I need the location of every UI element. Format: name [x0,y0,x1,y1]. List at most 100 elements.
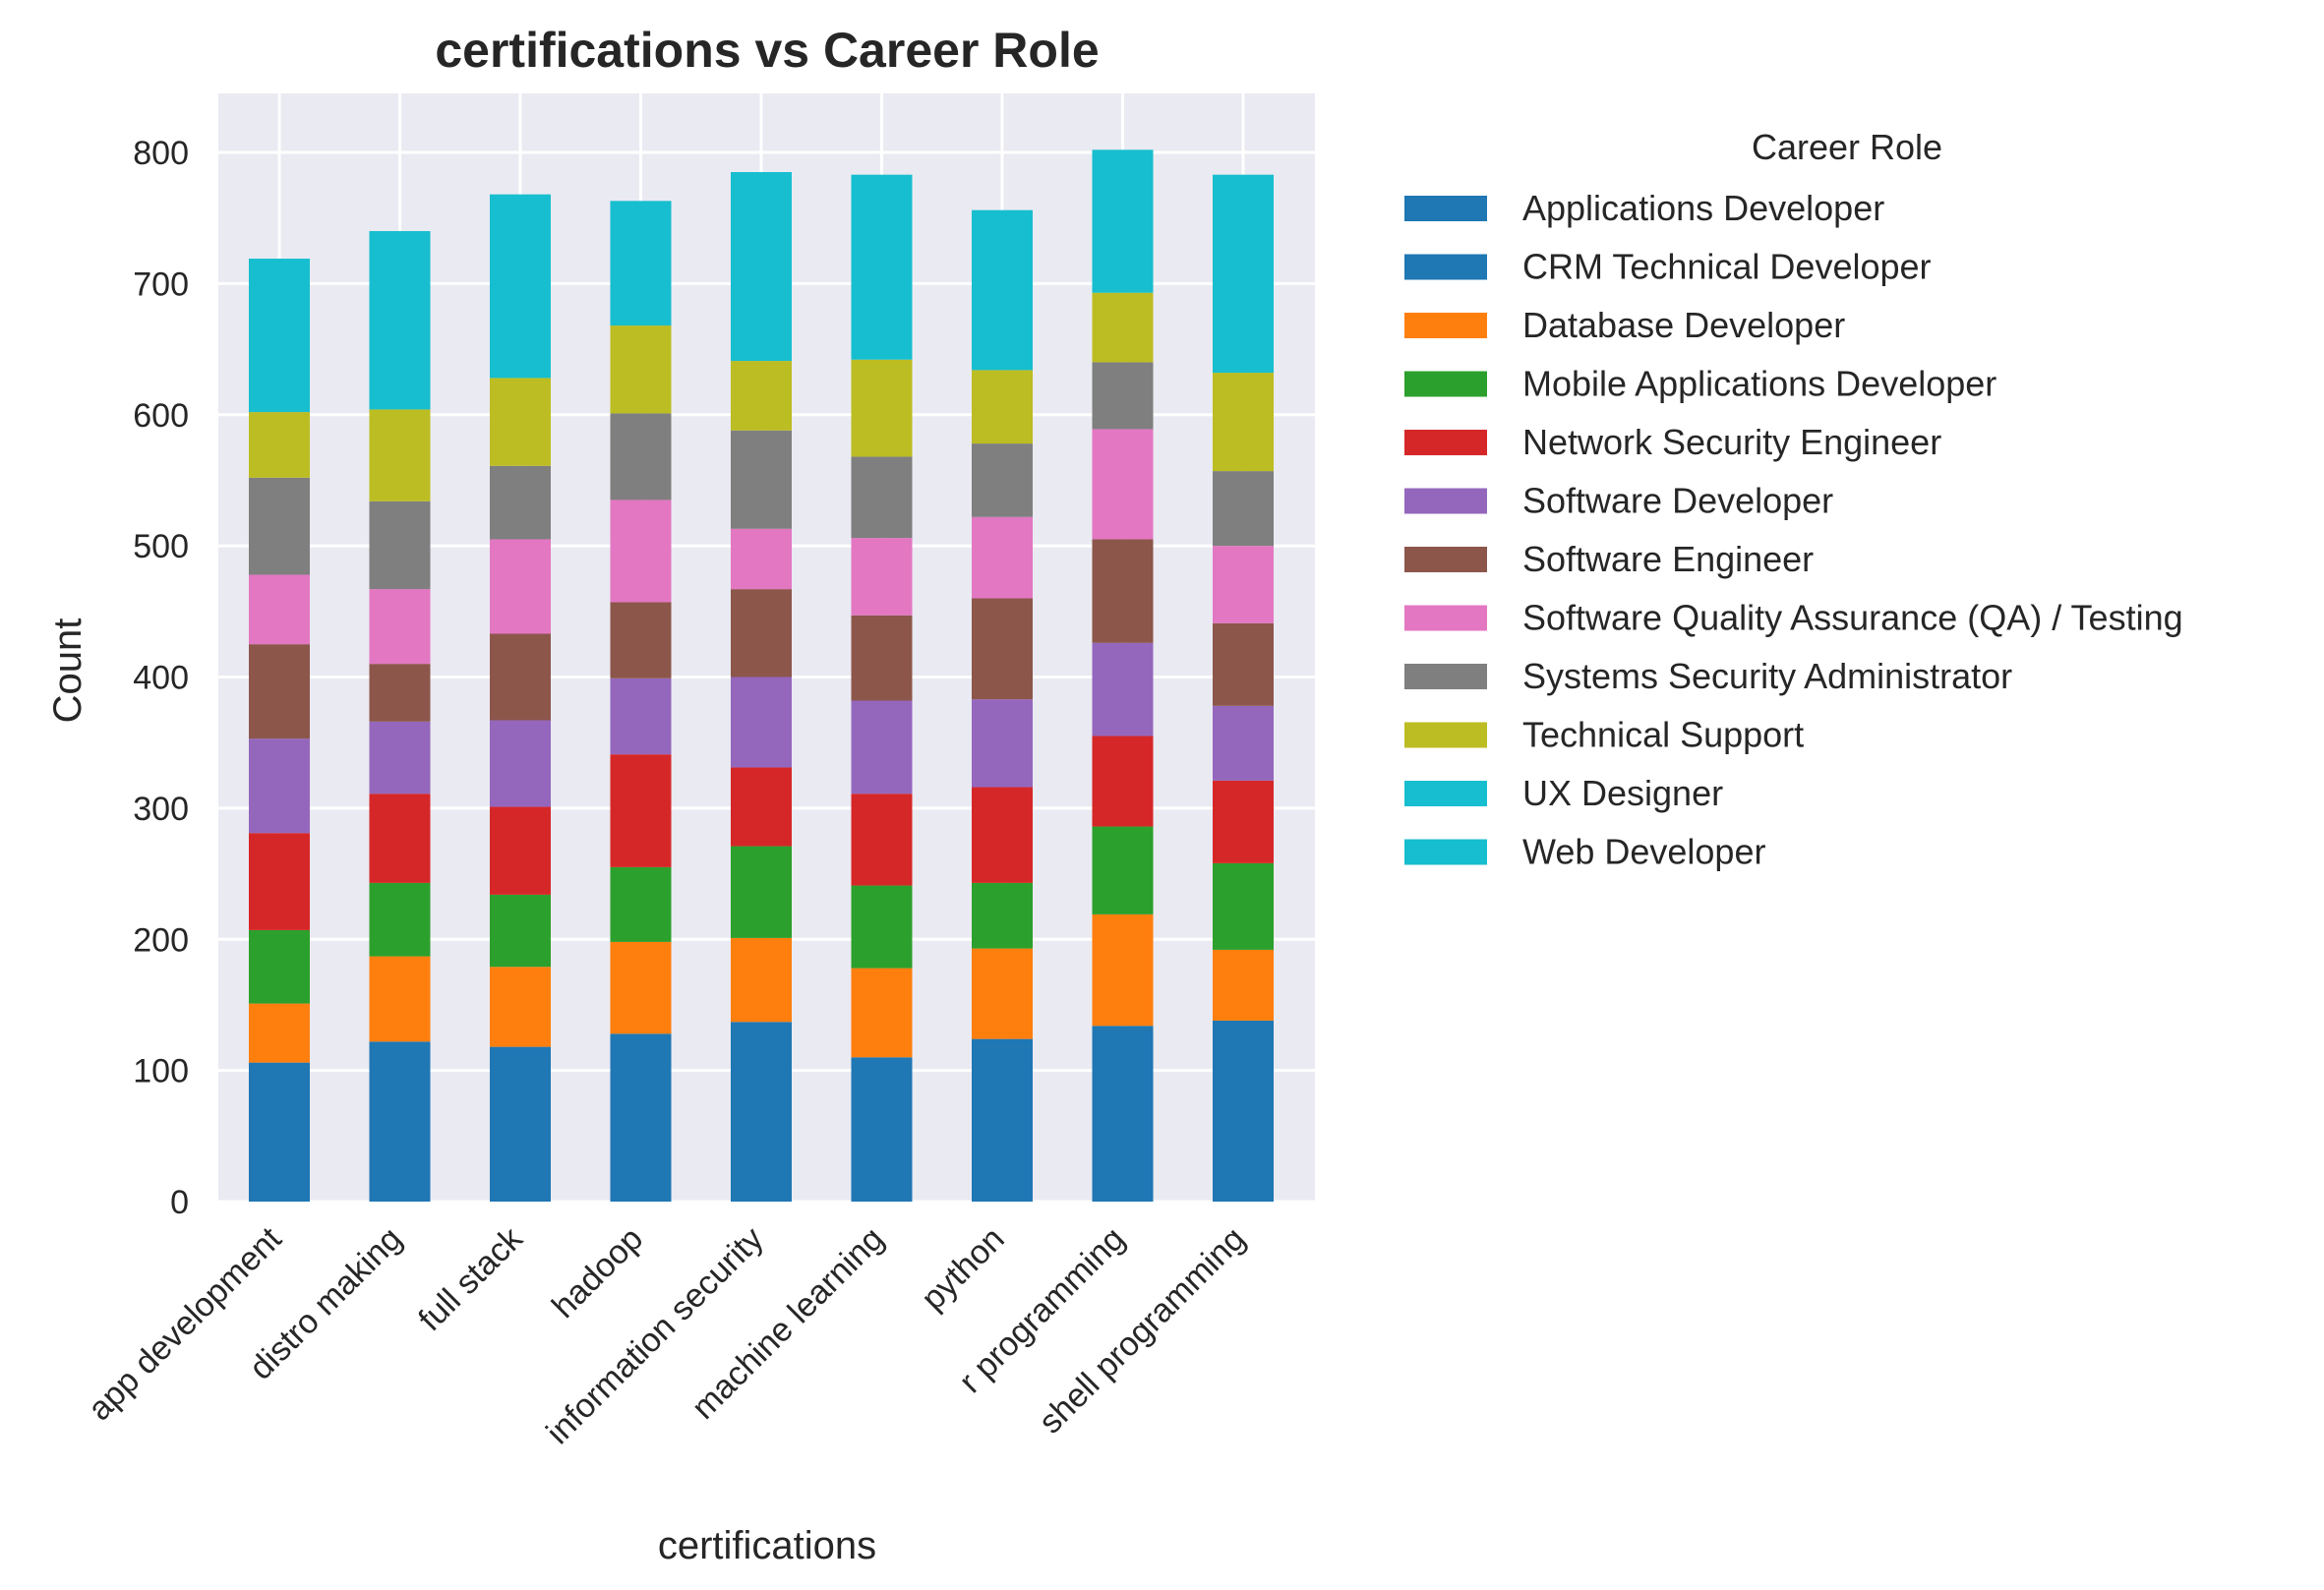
bar-segment [731,1022,792,1202]
bar-segment [1213,546,1274,623]
bar-segment [1213,780,1274,863]
x-tick-label: app development [81,1219,289,1428]
bar-segment [731,361,792,431]
bar-segment [851,174,913,360]
bar-segment [1213,1020,1274,1202]
legend-swatch [1404,547,1487,572]
bar-segment [369,664,431,722]
bar-segment [1092,736,1154,827]
bar-segment [490,806,551,895]
legend-swatch [1404,839,1487,865]
legend-swatch [1404,430,1487,455]
bar-segment [851,794,913,886]
bar-segment [731,677,792,768]
legend-label: Systems Security Administrator [1522,656,2012,696]
y-tick-label: 400 [133,660,189,697]
y-tick-label: 200 [133,921,189,959]
legend: Career Role Applications Developer CRM Te… [1404,127,2183,872]
bar-segment [1092,362,1154,430]
legend-label: Applications Developer [1522,188,1884,228]
y-tick-label: 800 [133,135,189,172]
bar-segment [851,968,913,1058]
legend-items: Applications Developer CRM Technical Deve… [1404,188,2183,872]
x-tick-label: python [915,1220,1012,1318]
legend-swatch [1404,722,1487,748]
bar-segment [1213,705,1274,781]
bar-segment [369,956,431,1042]
y-tick-label: 700 [133,265,189,303]
bar-segment [369,501,431,590]
legend-label: Database Developer [1522,305,1845,345]
legend-swatch [1404,254,1487,280]
bar-segment [369,231,431,410]
bar-segment [851,615,913,701]
bar-segment [610,325,672,414]
bar-segment [1092,149,1154,293]
bar-segment [249,477,310,575]
bar-segment [249,259,310,413]
bar-segment [972,370,1033,444]
legend-swatch [1404,781,1487,806]
y-tick-label: 100 [133,1053,189,1090]
bar-segment [1092,826,1154,914]
bar-segment [1092,913,1154,1027]
bar-segment [1213,471,1274,547]
bar-segment [972,443,1033,517]
legend-label: CRM Technical Developer [1522,247,1932,287]
bar-segment [1092,1026,1154,1202]
bar-segment [249,1003,310,1063]
bar-segment [610,866,672,942]
bar-segment [851,538,913,616]
bar-segment [851,700,913,795]
bar-segment [972,882,1033,949]
bar-segment [610,500,672,603]
x-tick-label: shell programming [1032,1220,1253,1442]
bar-segment [610,1033,672,1202]
bar-segment [490,539,551,634]
bar-segment [610,201,672,326]
legend-label: Mobile Applications Developer [1522,364,1996,404]
legend-swatch [1404,605,1487,631]
bar-stack-group [249,149,1274,1202]
legend-label: Technical Support [1522,715,1804,755]
bar-segment [490,194,551,379]
bar-segment [1092,642,1154,736]
y-axis-label: Count [46,618,89,724]
bar-segment [369,794,431,883]
bar-segment [249,644,310,739]
x-axis-label: certifications [658,1524,876,1567]
bar-segment [1092,539,1154,643]
bar-segment [1213,373,1274,472]
bar-segment [249,574,310,645]
bar-segment [972,787,1033,883]
legend-label: Software Developer [1522,481,1833,521]
bar-segment [731,430,792,529]
bar-segment [1213,174,1274,374]
bar-segment [972,699,1033,788]
bar-segment [490,894,551,968]
legend-label: Web Developer [1522,832,1765,872]
bar-segment [731,846,792,938]
bar-segment [851,1057,913,1202]
legend-title: Career Role [1752,127,1942,167]
bar-segment [249,833,310,930]
bar-segment [731,589,792,677]
y-tick-label: 500 [133,528,189,565]
bar-segment [851,885,913,969]
bar-segment [490,633,551,721]
bar-segment [369,409,431,501]
y-tick-label: 300 [133,791,189,828]
bar-segment [972,1038,1033,1202]
legend-label: Network Security Engineer [1522,422,1941,462]
legend-swatch [1404,371,1487,397]
chart-title: certifications vs Career Role [435,23,1099,78]
bar-segment [249,1062,310,1202]
bar-segment [731,767,792,847]
bar-segment [1213,862,1274,950]
bar-segment [610,754,672,867]
bar-segment [1213,949,1274,1021]
bar-segment [490,1046,551,1202]
y-tick-label: 600 [133,397,189,435]
bar-segment [851,456,913,539]
